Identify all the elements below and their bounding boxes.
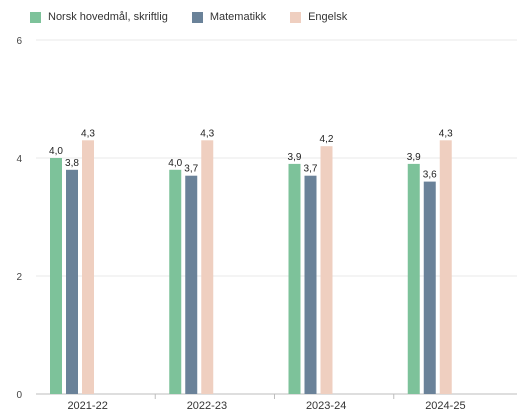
legend-swatch-matematikk <box>191 11 203 23</box>
bar-matematikk-2022-23 <box>185 175 198 394</box>
data-label: 4,0 <box>49 146 63 157</box>
bar-engelsk-2022-23 <box>201 140 214 394</box>
data-label: 3,7 <box>304 164 318 175</box>
legend: Norsk hovedmål, skriftlig Matematikk Eng… <box>30 9 371 25</box>
bar-matematikk-2024-25 <box>423 181 436 394</box>
legend-item-engelsk[interactable]: Engelsk <box>290 11 347 23</box>
legend-item-matematikk[interactable]: Matematikk <box>191 11 267 23</box>
data-label: 3,8 <box>65 158 79 169</box>
y-tick-label: 6 <box>16 36 22 47</box>
legend-swatch-engelsk <box>290 11 302 23</box>
legend-label-engelsk: Engelsk <box>308 11 348 23</box>
bar-norsk-2023-24 <box>288 163 301 394</box>
bar-norsk-2021-22 <box>50 158 62 394</box>
x-tick-label: 2021-22 <box>67 400 107 412</box>
x-tick-label: 2022-23 <box>187 400 227 412</box>
bar-engelsk-2023-24 <box>320 146 333 394</box>
data-label: 4,3 <box>439 128 453 139</box>
bar-matematikk-2021-22 <box>66 169 78 394</box>
data-label: 4,0 <box>168 158 182 169</box>
x-tick-label: 2023-24 <box>306 400 346 412</box>
bar-norsk-2022-23 <box>169 169 182 394</box>
data-label: 4,2 <box>320 134 334 145</box>
legend-swatch-norsk <box>30 11 41 23</box>
data-label: 3,7 <box>184 164 198 175</box>
y-tick-label: 2 <box>16 272 22 283</box>
bar-engelsk-2021-22 <box>82 140 94 394</box>
data-label: 3,9 <box>407 152 421 163</box>
y-tick-label: 4 <box>16 154 22 165</box>
legend-label-norsk: Norsk hovedmål, skriftlig <box>48 11 168 23</box>
legend-label-matematikk: Matematikk <box>209 11 267 23</box>
bar-matematikk-2023-24 <box>304 175 317 394</box>
legend-item-norsk[interactable]: Norsk hovedmål, skriftlig <box>30 11 168 23</box>
bar-norsk-2024-25 <box>407 163 420 394</box>
data-label: 4,3 <box>81 128 95 139</box>
y-tick-label: 0 <box>16 390 22 401</box>
data-label: 4,3 <box>200 128 214 139</box>
bar-engelsk-2024-25 <box>439 140 452 394</box>
data-label: 3,6 <box>423 170 437 181</box>
data-label: 3,9 <box>288 152 302 163</box>
x-tick-label: 2024-25 <box>425 400 465 412</box>
